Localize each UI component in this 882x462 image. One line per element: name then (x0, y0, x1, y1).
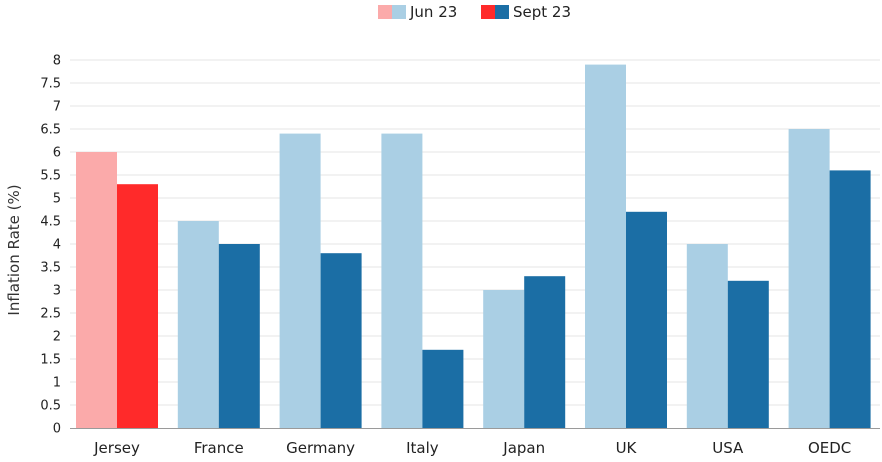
y-tick-label: 0 (53, 422, 61, 437)
y-tick-label: 8 (53, 54, 61, 69)
bar-jersey-sept-23[interactable] (117, 184, 158, 428)
bar-usa-jun-23[interactable] (686, 244, 728, 428)
y-tick-label: 4 (53, 238, 61, 253)
y-tick-label: 7 (53, 100, 61, 115)
y-tick-label: 1 (53, 376, 61, 391)
x-category-label: USA (712, 439, 744, 457)
bar-germany-jun-23[interactable] (279, 133, 321, 428)
bar-japan-jun-23[interactable] (483, 290, 525, 428)
bar-usa-sept-23[interactable] (727, 280, 769, 428)
bar-france-sept-23[interactable] (218, 244, 260, 428)
legend-swatch (392, 5, 406, 19)
y-tick-label: 2 (53, 330, 61, 345)
bar-uk-sept-23[interactable] (626, 211, 667, 428)
y-tick-label: 2.5 (40, 307, 61, 322)
bar-italy-jun-23[interactable] (381, 133, 423, 428)
y-tick-label: 3.5 (40, 261, 61, 276)
y-tick-label: 5.5 (40, 169, 61, 184)
y-axis-ticks: 0 0.5 1 1.5 2 2.5 3 3.5 4 4.5 5 5.5 6 6.5 7 7.5 8 (40, 54, 61, 437)
legend[interactable]: Jun 23 Sept 23 (378, 3, 571, 21)
legend-swatch-highlight (378, 5, 392, 19)
bar-germany-sept-23[interactable] (320, 253, 362, 428)
legend-swatch (495, 5, 509, 19)
x-category-label: Japan (502, 439, 545, 457)
bar-japan-sept-23[interactable] (524, 276, 566, 428)
y-tick-label: 4.5 (40, 215, 61, 230)
x-category-label: OEDC (808, 439, 851, 457)
legend-item-jun-23[interactable]: Jun 23 (378, 3, 457, 21)
legend-item-sept-23[interactable]: Sept 23 (481, 3, 571, 21)
y-tick-label: 6 (53, 146, 61, 161)
x-category-label: Germany (286, 439, 355, 457)
y-tick-label: 7.5 (40, 77, 61, 92)
x-axis-labels: Jersey France Germany Italy Japan UK USA OEDC (93, 439, 851, 457)
x-category-label: UK (616, 439, 638, 457)
y-tick-label: 0.5 (40, 399, 61, 414)
y-tick-label: 5 (53, 192, 61, 207)
x-category-label: France (194, 439, 244, 457)
y-tick-label: 1.5 (40, 353, 61, 368)
legend-label: Jun 23 (409, 3, 457, 21)
y-tick-label: 3 (53, 284, 61, 299)
legend-swatch-highlight (481, 5, 495, 19)
bar-oedc-sept-23[interactable] (829, 170, 871, 428)
bar-italy-sept-23[interactable] (422, 349, 464, 428)
bar-france-jun-23[interactable] (177, 221, 219, 428)
bar-oedc-jun-23[interactable] (788, 129, 830, 428)
y-tick-label: 6.5 (40, 123, 61, 138)
bar-jersey-jun-23[interactable] (76, 152, 117, 428)
bar-uk-jun-23[interactable] (585, 64, 626, 428)
bars (76, 64, 871, 428)
legend-label: Sept 23 (513, 3, 571, 21)
y-axis-title: Inflation Rate (%) (5, 184, 23, 315)
x-category-label: Italy (406, 439, 439, 457)
x-category-label: Jersey (93, 439, 140, 457)
